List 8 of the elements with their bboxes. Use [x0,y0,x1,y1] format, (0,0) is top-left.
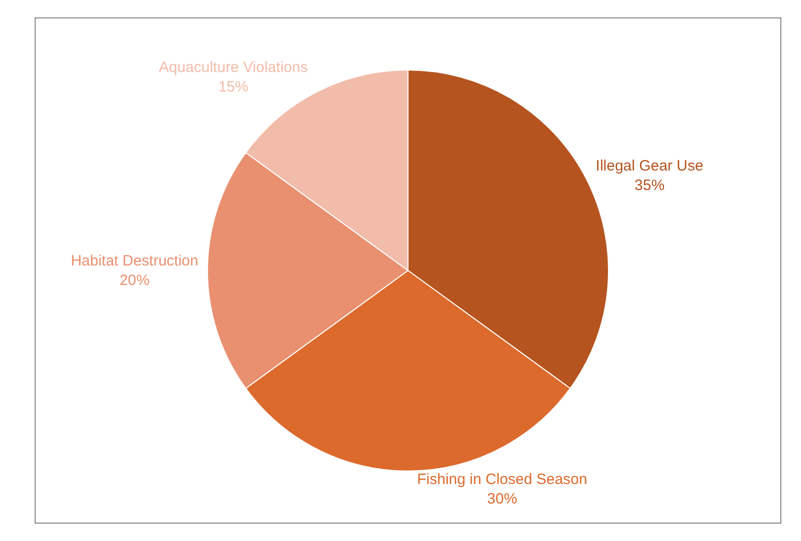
slice-label: Aquaculture Violations [158,59,308,76]
data-label: 35% [634,176,665,194]
slice-label: Fishing in Closed Season [417,471,588,488]
data-label: 30% [487,490,518,508]
slice-label: Illegal Gear Use [596,157,704,174]
slice-label: Habitat Destruction [70,252,198,270]
data-label: 15% [218,78,248,96]
data-label: 20% [120,272,150,289]
